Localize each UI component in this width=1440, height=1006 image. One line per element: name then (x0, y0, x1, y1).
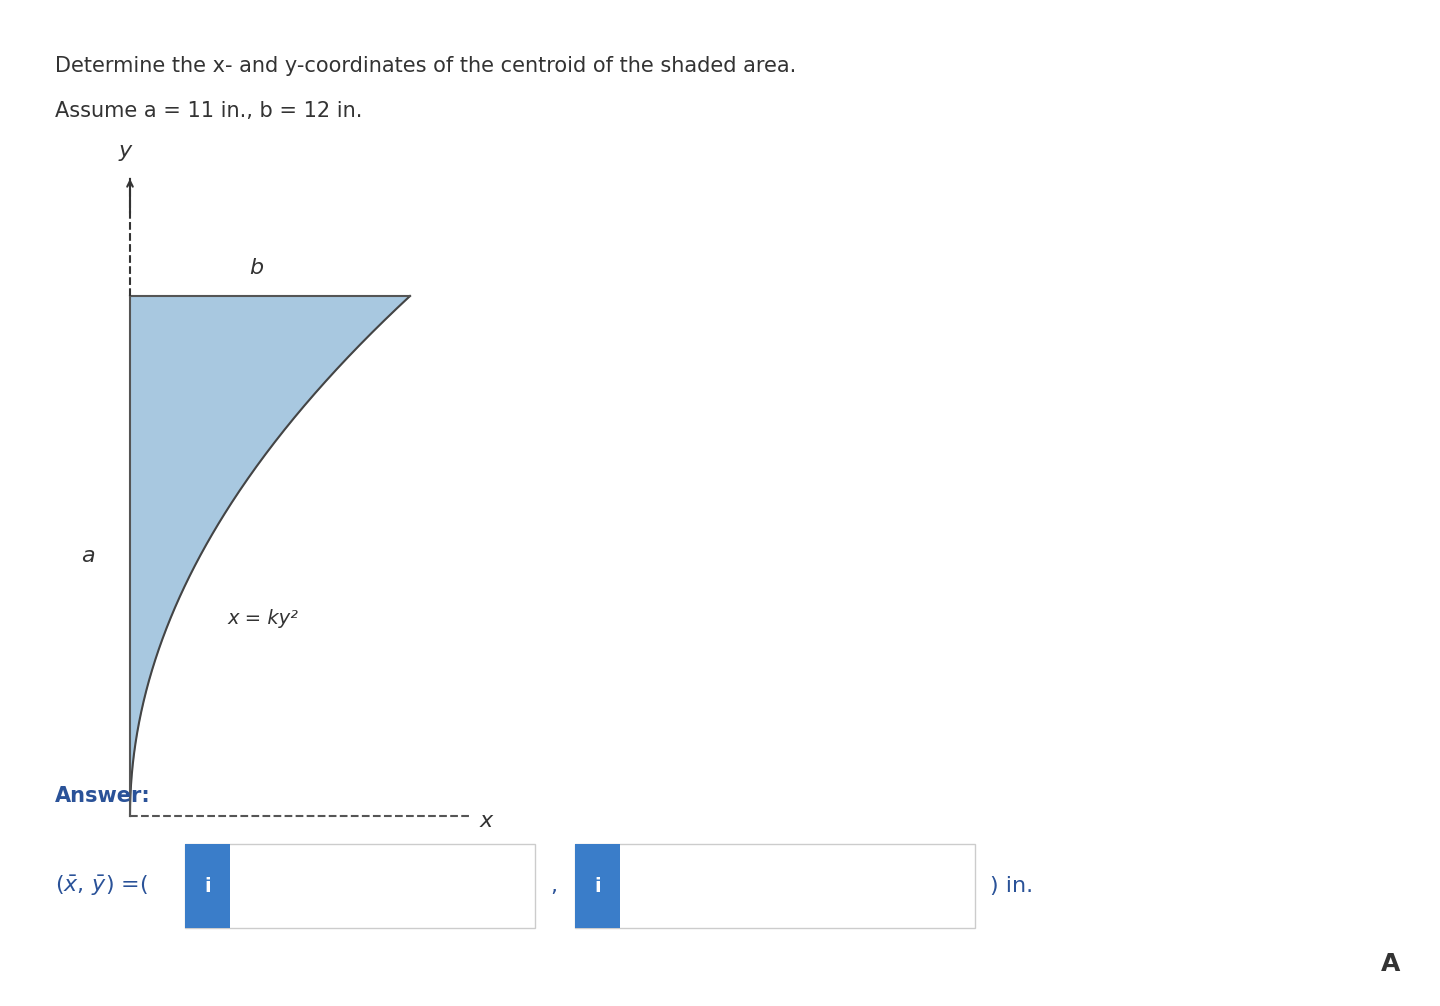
Text: ) in.: ) in. (991, 876, 1032, 896)
Text: Assume a = 11 in., b = 12 in.: Assume a = 11 in., b = 12 in. (55, 101, 363, 121)
Text: y: y (118, 141, 131, 161)
Text: b: b (249, 258, 264, 278)
FancyBboxPatch shape (184, 844, 536, 928)
Text: a: a (82, 546, 95, 566)
Text: i: i (595, 876, 600, 895)
FancyBboxPatch shape (184, 844, 230, 928)
Text: i: i (204, 876, 210, 895)
Text: x = ky²: x = ky² (228, 609, 300, 628)
Text: A: A (1381, 952, 1400, 976)
Text: $(\bar{x},\,\bar{y})$ =(: $(\bar{x},\,\bar{y})$ =( (55, 874, 148, 898)
Text: Determine the x- and y-coordinates of the centroid of the shaded area.: Determine the x- and y-coordinates of th… (55, 56, 796, 76)
FancyBboxPatch shape (575, 844, 975, 928)
Text: Answer:: Answer: (55, 786, 151, 806)
Polygon shape (130, 296, 410, 816)
FancyBboxPatch shape (575, 844, 621, 928)
Text: x: x (480, 811, 492, 831)
Text: ,: , (550, 876, 557, 896)
